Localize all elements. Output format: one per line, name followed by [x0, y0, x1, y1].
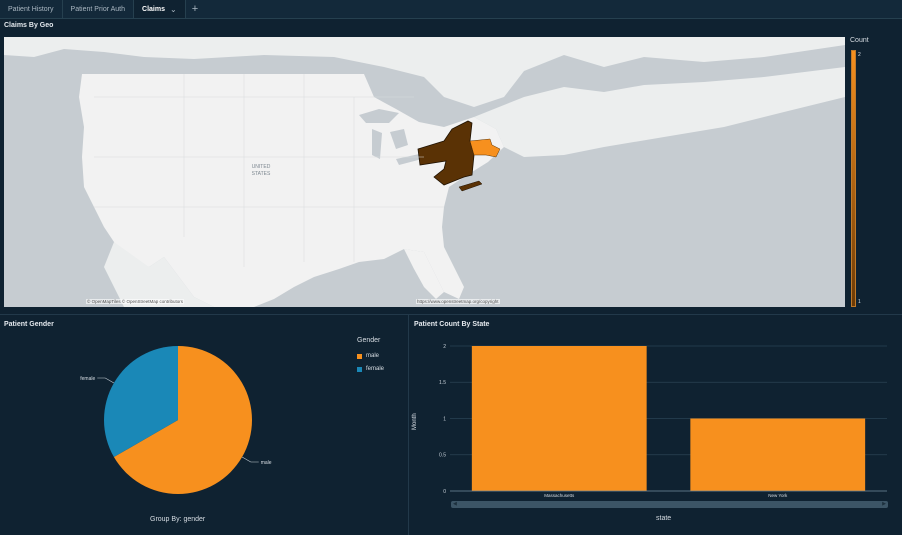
map-legend-gradient [851, 50, 856, 307]
tab-patient-history[interactable]: Patient History [0, 0, 63, 18]
land-florida [404, 249, 444, 299]
pie-leader-line [241, 456, 259, 463]
tab-patient-prior-auth[interactable]: Patient Prior Auth [63, 0, 135, 18]
y-tick-label: 0.5 [439, 453, 446, 459]
scroll-right-icon[interactable]: ▶ [882, 501, 886, 507]
lake-erie [396, 153, 424, 165]
tab-label: Patient Prior Auth [70, 5, 126, 13]
map-canvas: UNITED STATES [4, 37, 845, 307]
legend-item-female[interactable]: female [357, 366, 384, 372]
group-by-label: Group By: gender [150, 516, 206, 523]
sheet-tab-bar: Patient History Patient Prior Auth Claim… [0, 0, 902, 19]
state-new-york[interactable] [417, 120, 475, 186]
land-canada [4, 37, 845, 107]
gender-legend-title: Gender [357, 337, 381, 344]
claims-geo-map[interactable]: UNITED STATES © OpenMapTiles © OpenStree… [4, 37, 845, 307]
map-legend-max: 2 [858, 52, 861, 58]
country-label-1: UNITED [252, 164, 271, 170]
lake-michigan [372, 129, 382, 159]
divider [408, 315, 409, 535]
tab-label: Patient History [8, 5, 54, 13]
osm-copyright-link[interactable]: https://www.openstreetmap.org/copyright [416, 299, 500, 304]
bar-new-york[interactable] [690, 418, 866, 492]
pie-slice-male[interactable] [113, 346, 252, 494]
chevron-down-icon[interactable]: ⌄ [169, 4, 177, 14]
lake-huron [390, 129, 408, 149]
legend-swatch [357, 366, 362, 372]
bar-massachusetts[interactable] [471, 346, 647, 491]
state-massachusetts[interactable] [469, 138, 501, 158]
gender-pie-chart[interactable]: male female [60, 335, 300, 515]
y-tick-label: 1.5 [439, 380, 446, 386]
tab-claims[interactable]: Claims ⌄ [134, 0, 186, 18]
land-mexico [104, 242, 214, 307]
state-new-york-long-island [458, 180, 483, 192]
y-tick-label: 1 [443, 416, 446, 422]
x-axis-label: state [656, 515, 672, 522]
y-axis-label: Month [412, 413, 418, 430]
legend-label: female [366, 366, 385, 372]
plus-icon[interactable]: + [191, 2, 199, 15]
state-borders [94, 74, 444, 267]
tab-label: Claims [142, 5, 165, 13]
land-maritimes [474, 67, 845, 157]
divider [0, 314, 902, 315]
legend-swatch [357, 353, 362, 359]
pie-slice-female[interactable] [104, 346, 178, 457]
x-tick-label: Massachusetts [544, 493, 575, 498]
claims-geo-title: Claims By Geo [4, 22, 54, 29]
patient-gender-title: Patient Gender [4, 321, 54, 328]
map-attribution[interactable]: © OpenMapTiles © OpenStreetMap contribut… [86, 299, 185, 304]
legend-item-male[interactable]: male [357, 353, 379, 359]
scroll-left-icon[interactable]: ◀ [453, 501, 457, 507]
lake-superior [359, 109, 399, 123]
pie-label-male: male [261, 460, 272, 466]
map-legend-title: Count [850, 37, 869, 44]
state-bar-chart[interactable]: 0 0.5 1 1.5 2 Massachusetts New York [425, 340, 895, 510]
y-tick-label: 0 [443, 489, 446, 495]
x-tick-label: New York [768, 493, 788, 498]
map-legend-min: 1 [858, 299, 861, 305]
y-tick-label: 2 [443, 344, 446, 350]
pie-leader-line [97, 377, 115, 384]
chart-scrollbar[interactable]: ◀ ▶ [451, 501, 888, 508]
patient-state-title: Patient Count By State [414, 321, 490, 328]
country-label-2: STATES [252, 171, 271, 177]
pie-label-female: female [80, 376, 95, 382]
legend-label: male [366, 353, 380, 359]
